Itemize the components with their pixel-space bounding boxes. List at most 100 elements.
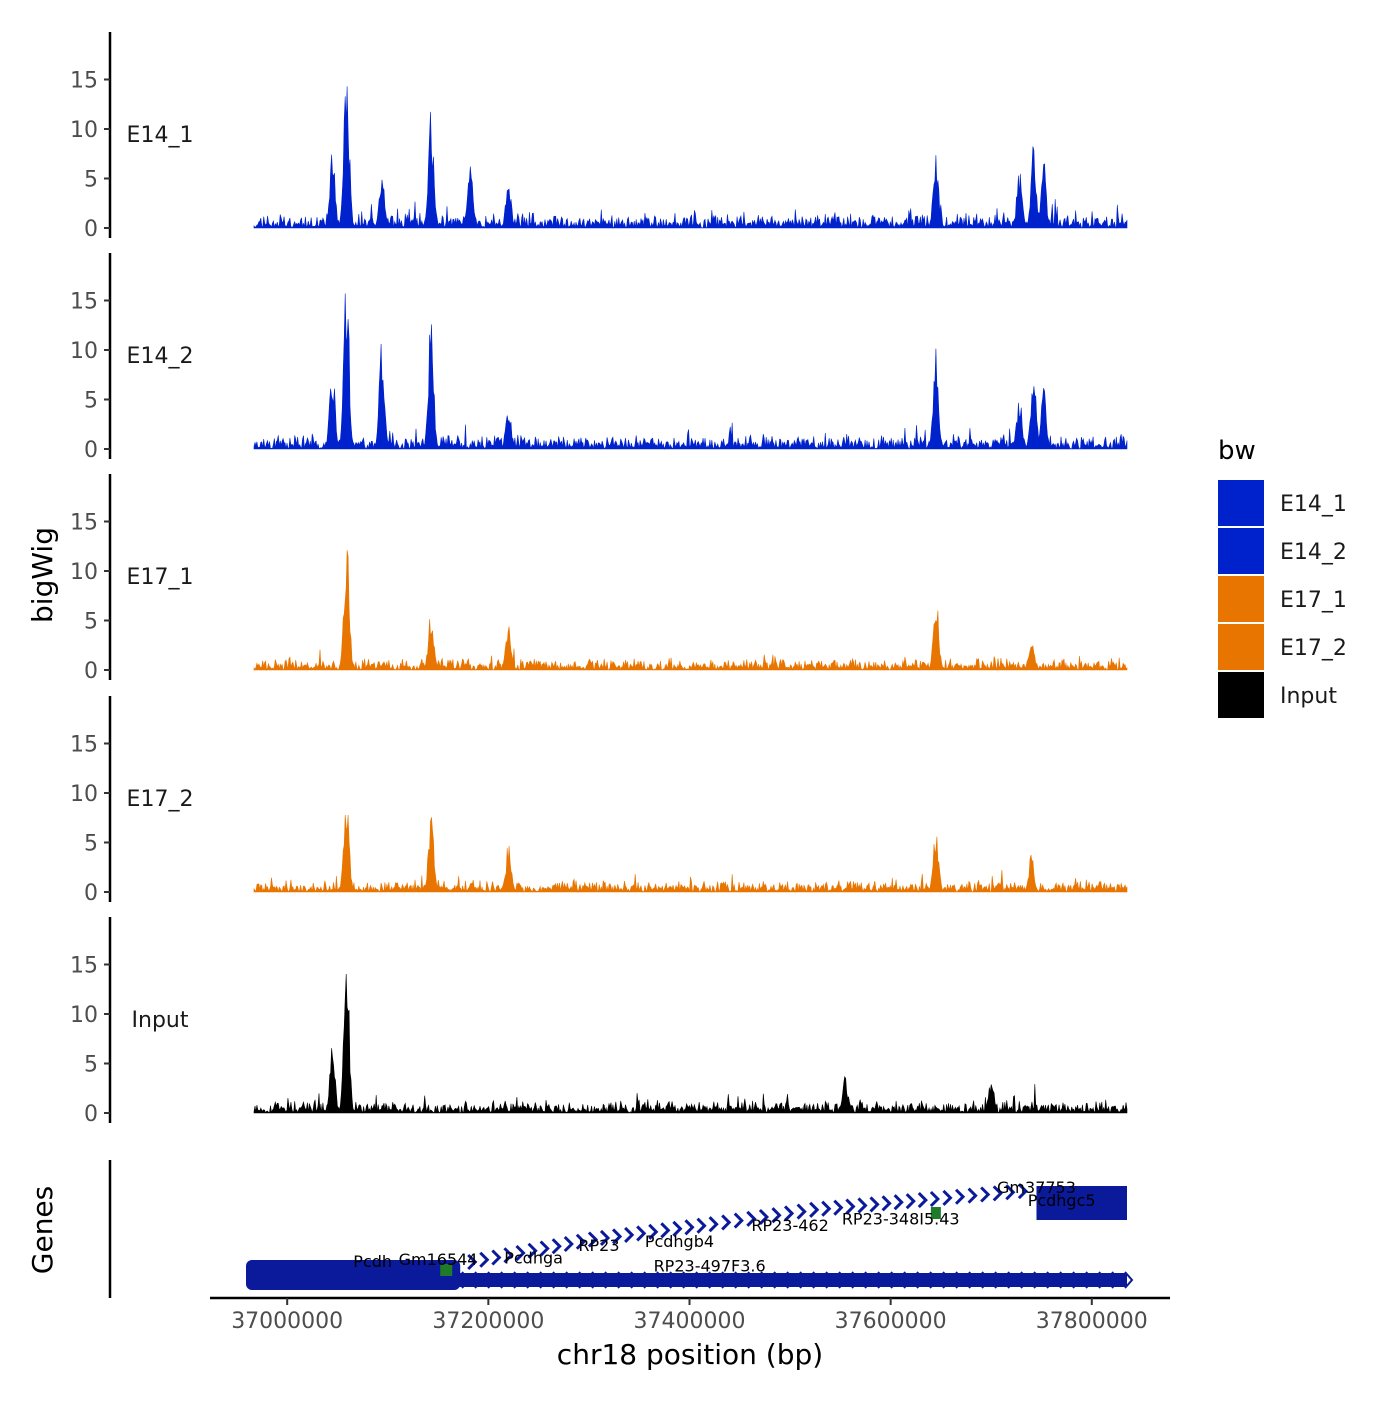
y-tick-label: 10	[70, 118, 98, 143]
strand-chevron	[838, 1271, 848, 1289]
legend-label: E17_2	[1280, 636, 1347, 661]
gene-label: Pcdhgc5	[1028, 1191, 1096, 1210]
strand-chevron	[942, 1271, 952, 1289]
gene-chevron	[905, 1193, 916, 1210]
legend-label: E14_2	[1280, 540, 1347, 565]
gene-chevron	[479, 1251, 490, 1268]
strand-chevron	[500, 1271, 510, 1289]
legend-title: bw	[1218, 436, 1256, 466]
strand-chevron	[552, 1271, 562, 1289]
gene-chevron	[648, 1223, 659, 1240]
signal-area	[253, 86, 1128, 229]
gene-chevron	[467, 1253, 478, 1271]
gene-chevron	[833, 1199, 844, 1216]
strand-chevron	[565, 1271, 575, 1289]
gene-chevron	[917, 1192, 928, 1209]
strand-chevron	[825, 1271, 835, 1289]
gene-chevron	[624, 1226, 635, 1243]
gene-chevron	[783, 1205, 795, 1222]
y-tick-label: 15	[70, 69, 98, 94]
strand-chevron	[968, 1271, 978, 1289]
strand-chevron	[539, 1271, 549, 1289]
gene-chevron	[954, 1188, 966, 1205]
strand-chevron	[1033, 1271, 1043, 1289]
gene-label: Gm16544	[399, 1250, 478, 1269]
gene-chevron	[611, 1228, 623, 1245]
signal-area	[253, 550, 1128, 672]
gene-chevron	[1017, 1183, 1029, 1200]
strand-chevron	[474, 1271, 484, 1289]
legend-swatch	[1218, 624, 1264, 670]
gene-chevron	[1005, 1184, 1016, 1201]
y-tick-label: 15	[70, 290, 98, 315]
gene-chevron	[881, 1195, 892, 1212]
signal-area	[253, 973, 1128, 1114]
gene-chevron	[696, 1217, 707, 1234]
strand-chevron	[864, 1271, 874, 1289]
gene-chevron	[967, 1187, 978, 1204]
strand-chevron	[1098, 1271, 1108, 1289]
gene-label: RP23-348I5.43	[842, 1210, 960, 1229]
gene-chevron	[575, 1233, 586, 1250]
strand-chevron	[799, 1271, 809, 1289]
strand-chevron	[1007, 1271, 1017, 1289]
y-tick-label: 15	[70, 733, 98, 758]
gene-chevron	[758, 1208, 770, 1226]
strand-chevron	[578, 1271, 588, 1289]
panel-e14-1: 0 5 10 15 E14_1	[70, 32, 1128, 242]
strand-chevron	[981, 1271, 991, 1289]
strand-chevron	[617, 1271, 627, 1289]
gene-chevron	[599, 1229, 611, 1247]
y-tick-label: 5	[84, 1053, 98, 1078]
gene-chevron	[708, 1216, 719, 1233]
gene-chevron	[857, 1197, 868, 1214]
strand-chevron	[513, 1271, 523, 1289]
gene-chevron	[672, 1220, 683, 1237]
y-tick-label: 10	[70, 560, 98, 585]
strand-chevron	[877, 1271, 887, 1289]
signal-panels: 0 5 10 15 E14_1 0 5 10 15 E14_2 0 5 10 15 E17_1 0 5 10 15 E…	[70, 32, 1128, 1127]
gene-chevron	[746, 1210, 757, 1227]
gene-chevron	[587, 1231, 599, 1248]
legend: bw E14_1 E14_2 E17_1 E17_2 Input	[1218, 436, 1347, 718]
strand-chevron	[591, 1271, 601, 1289]
legend-label: Input	[1280, 684, 1337, 709]
strand-chevron	[1111, 1271, 1121, 1289]
signal-area	[253, 293, 1128, 451]
gene-label: Pcdhga	[504, 1248, 563, 1267]
legend-swatch	[1218, 480, 1264, 526]
legend-swatch	[1218, 672, 1264, 718]
gene-track: Pcdh Gm16544 Pcdhga RP23 RP23-497F3.6 Pcdhgb4…	[108, 1160, 1170, 1334]
gene-chevron	[684, 1219, 695, 1236]
gene-chevron	[515, 1244, 526, 1262]
strand-chevron	[890, 1271, 900, 1289]
gene-chevron	[563, 1235, 574, 1253]
x-tick-label: 37000000	[231, 1309, 343, 1334]
y-tick-label: 0	[84, 1102, 98, 1127]
gene-chevron	[980, 1186, 991, 1203]
gene-chevron	[551, 1238, 562, 1255]
strand-chevron	[786, 1271, 796, 1289]
panel-e17-1: 0 5 10 15 E17_1	[70, 474, 1128, 684]
legend-label: E14_1	[1280, 492, 1347, 517]
strand-chevron	[812, 1271, 822, 1289]
strand-chevron	[604, 1271, 614, 1289]
panel-input: 0 5 10 15 Input	[70, 917, 1128, 1127]
gene-chevron	[503, 1247, 514, 1264]
gene-chevron	[636, 1225, 647, 1242]
strand-chevron	[708, 1271, 718, 1289]
strand-chevron	[643, 1271, 653, 1289]
x-tick-label: 37400000	[634, 1309, 746, 1334]
strand-chevron	[487, 1271, 497, 1289]
y-tick-label: 15	[70, 954, 98, 979]
strand-chevron	[1059, 1271, 1069, 1289]
y-tick-label: 5	[84, 832, 98, 857]
y-tick-label: 10	[70, 339, 98, 364]
y-tick-label: 5	[84, 168, 98, 193]
strand-chevron	[461, 1271, 471, 1289]
gene-chevron	[929, 1190, 940, 1208]
y-tick-label: 5	[84, 389, 98, 414]
y-tick-label: 0	[84, 881, 98, 906]
gene-chevron	[527, 1242, 538, 1259]
gene-chevron	[893, 1194, 904, 1211]
